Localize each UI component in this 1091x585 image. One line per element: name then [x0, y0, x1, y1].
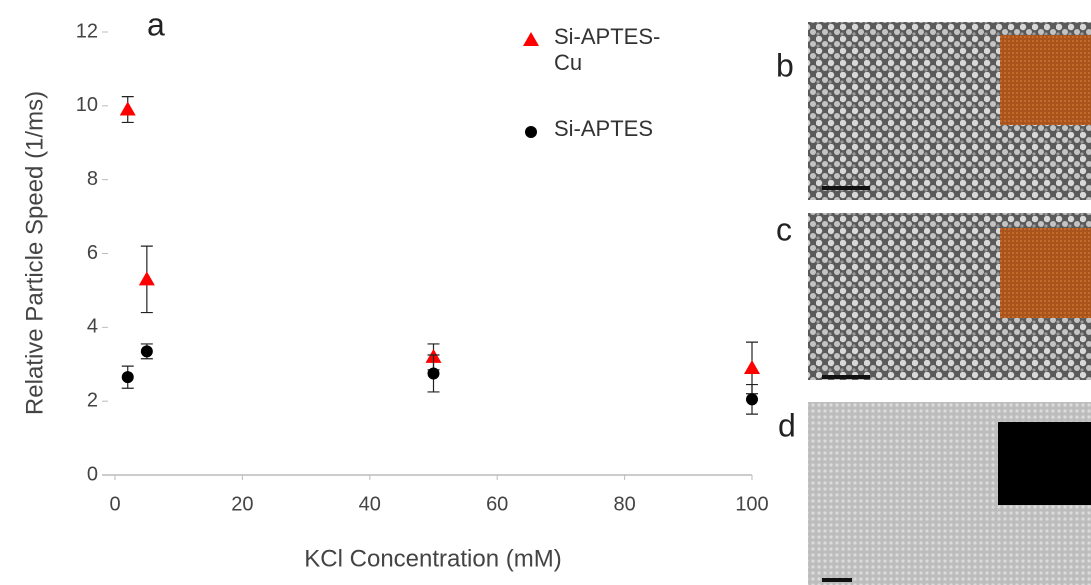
- y-tick-label: 6: [87, 242, 98, 264]
- panel-label: d: [778, 407, 796, 443]
- y-tick-label: 10: [76, 94, 98, 116]
- point: [140, 345, 153, 358]
- x-axis-label: KCl Concentration (mM): [304, 545, 561, 572]
- y-tick-label: 12: [76, 20, 98, 42]
- eds-map: [998, 422, 1091, 505]
- point: [121, 371, 134, 384]
- x-tick-label: 100: [735, 493, 768, 515]
- point: [744, 359, 760, 374]
- x-tick-label: 0: [109, 493, 120, 515]
- panel-label: a: [147, 6, 165, 42]
- y-axis-label: Relative Particle Speed (1/ms): [21, 91, 48, 415]
- x-tick-label: 60: [486, 493, 508, 515]
- y-tick-label: 4: [87, 316, 98, 338]
- eds-map: [1000, 35, 1091, 125]
- x-tick-label: 20: [231, 493, 253, 515]
- x-tick-label: 80: [613, 493, 635, 515]
- point: [138, 271, 155, 286]
- y-tick-label: 0: [87, 463, 98, 485]
- point: [746, 393, 758, 406]
- legend-marker: [525, 126, 537, 138]
- y-tick-label: 2: [87, 389, 98, 411]
- point: [119, 101, 136, 116]
- point: [427, 367, 440, 380]
- panel-label: b: [776, 47, 794, 83]
- panel-label: c: [776, 211, 792, 247]
- legend-label: Si-APTES: [554, 116, 654, 141]
- eds-map: [1000, 228, 1091, 318]
- legend-label: Si-APTES-Cu: [554, 24, 661, 75]
- x-tick-label: 40: [359, 493, 381, 515]
- y-tick-label: 8: [87, 168, 98, 190]
- legend-marker: [523, 32, 539, 46]
